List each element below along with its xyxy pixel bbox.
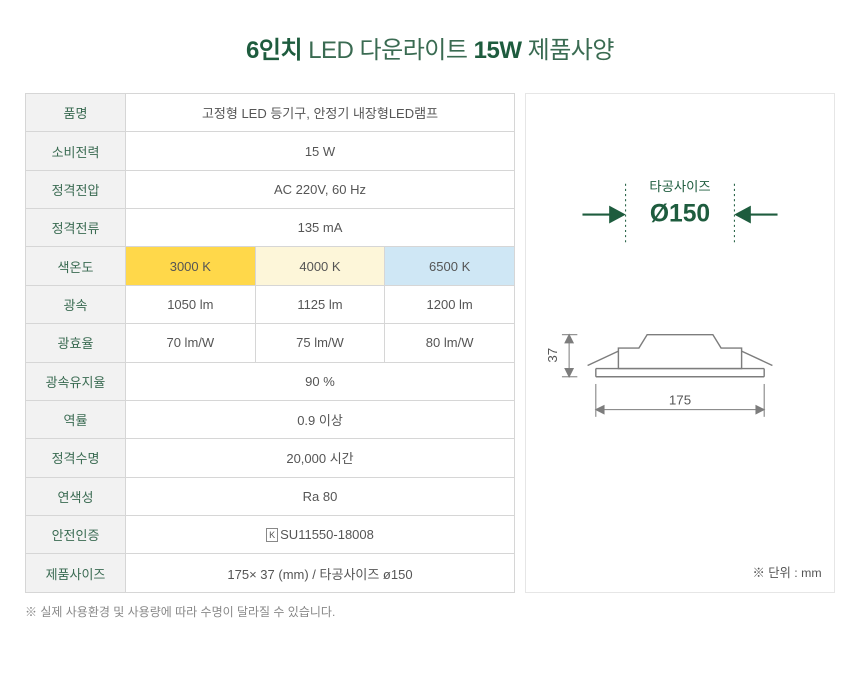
row-cell: 70 lm/W (126, 324, 256, 362)
dimension-diagram: 타공사이즈 Ø150 (525, 93, 835, 593)
row-value: 15 W (126, 132, 515, 170)
table-row: 정격전류 135 mA (26, 209, 515, 247)
row-label: 제품사이즈 (26, 554, 126, 592)
row-value: 고정형 LED 등기구, 안정기 내장형LED램프 (126, 94, 515, 132)
page-title: 6인치 LED 다운라이트 15W 제품사양 (25, 30, 835, 65)
row-label: 역률 (26, 400, 126, 438)
row-label: 광속 (26, 285, 126, 323)
row-cell: 1125 lm (255, 285, 385, 323)
spec-table: 품명 고정형 LED 등기구, 안정기 내장형LED램프 소비전력 15 W 정… (25, 93, 515, 593)
cert-number: SU11550-18008 (280, 527, 374, 542)
row-label: 정격수명 (26, 439, 126, 477)
footnote: ※ 실제 사용환경 및 사용량에 따라 수명이 달라질 수 있습니다. (25, 603, 835, 620)
row-label: 품명 (26, 94, 126, 132)
title-part-1: 6인치 (246, 37, 302, 64)
row-value: Ra 80 (126, 477, 515, 515)
hole-value: Ø150 (650, 201, 710, 228)
row-label: 안전인증 (26, 515, 126, 553)
hole-label: 타공사이즈 (649, 179, 710, 194)
table-row: 품명 고정형 LED 등기구, 안정기 내장형LED램프 (26, 94, 515, 132)
row-value: 175× 37 (mm) / 타공사이즈 ø150 (126, 554, 515, 592)
kc-mark-icon: K (266, 528, 278, 542)
title-part-4: 제품사양 (521, 37, 614, 64)
table-row: 색온도 3000 K 4000 K 6500 K (26, 247, 515, 285)
row-cell: 80 lm/W (385, 324, 515, 362)
row-cell: 1200 lm (385, 285, 515, 323)
row-cell: 75 lm/W (255, 324, 385, 362)
table-row: 정격전압 AC 220V, 60 Hz (26, 170, 515, 208)
row-label: 광속유지율 (26, 362, 126, 400)
row-label: 정격전류 (26, 209, 126, 247)
row-label: 연색성 (26, 477, 126, 515)
row-label: 소비전력 (26, 132, 126, 170)
table-row: 역률 0.9 이상 (26, 400, 515, 438)
table-row: 안전인증 KSU11550-18008 (26, 515, 515, 553)
row-label: 광효율 (26, 324, 126, 362)
diagram-svg: 타공사이즈 Ø150 (526, 94, 834, 592)
table-row: 소비전력 15 W (26, 132, 515, 170)
table-row: 연색성 Ra 80 (26, 477, 515, 515)
row-value: 20,000 시간 (126, 439, 515, 477)
row-cell: 4000 K (255, 247, 385, 285)
row-value: AC 220V, 60 Hz (126, 170, 515, 208)
unit-note: ※ 단위 : mm (753, 566, 822, 580)
title-part-2: LED 다운라이트 (302, 37, 474, 64)
height-label: 37 (545, 348, 560, 363)
table-row: 광속 1050 lm 1125 lm 1200 lm (26, 285, 515, 323)
row-value: KSU11550-18008 (126, 515, 515, 553)
content-row: 품명 고정형 LED 등기구, 안정기 내장형LED램프 소비전력 15 W 정… (25, 93, 835, 593)
row-value: 0.9 이상 (126, 400, 515, 438)
table-row: 광속유지율 90 % (26, 362, 515, 400)
title-part-3: 15W (474, 37, 522, 64)
row-cell: 3000 K (126, 247, 256, 285)
row-label: 색온도 (26, 247, 126, 285)
row-cell: 1050 lm (126, 285, 256, 323)
table-row: 정격수명 20,000 시간 (26, 439, 515, 477)
row-value: 135 mA (126, 209, 515, 247)
row-label: 정격전압 (26, 170, 126, 208)
row-value: 90 % (126, 362, 515, 400)
width-label: 175 (669, 392, 691, 407)
table-row: 제품사이즈 175× 37 (mm) / 타공사이즈 ø150 (26, 554, 515, 592)
table-row: 광효율 70 lm/W 75 lm/W 80 lm/W (26, 324, 515, 362)
row-cell: 6500 K (385, 247, 515, 285)
